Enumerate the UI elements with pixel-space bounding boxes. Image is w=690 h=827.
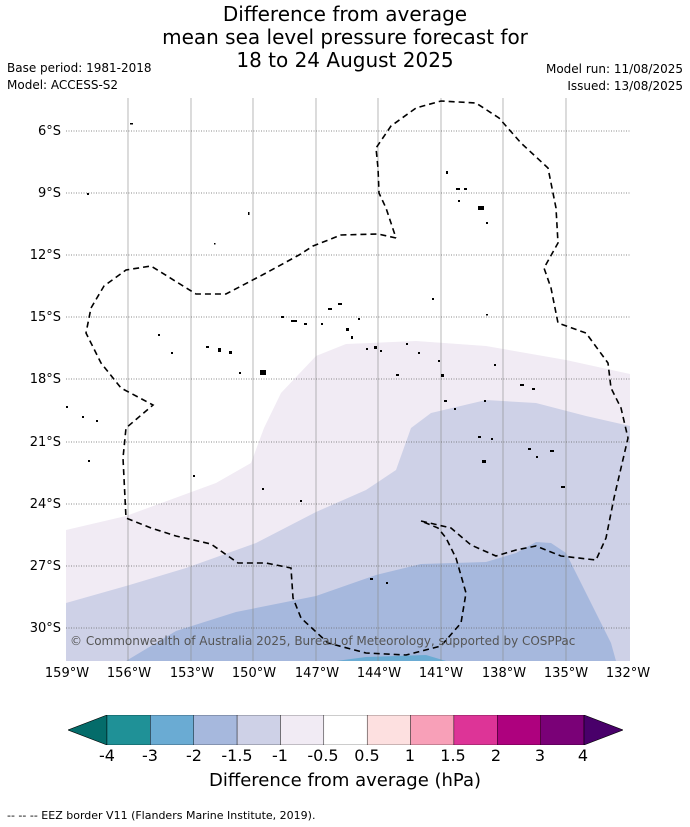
colorbar-cell	[323, 715, 368, 745]
colorbar-tick-label: 1.5	[440, 746, 466, 765]
eez-border-line	[85, 233, 467, 656]
copyright-text: © Commonwealth of Australia 2025, Bureau…	[70, 634, 576, 648]
colorbar	[68, 715, 623, 745]
map-title-line-1: Difference from average	[222, 2, 468, 26]
colorbar-cell	[540, 715, 585, 745]
map-svg	[66, 98, 630, 661]
colorbar-tick-label: -1.5	[221, 746, 253, 765]
colorbar-tick-label: -2	[186, 746, 202, 765]
lat-label: 27°S	[29, 559, 61, 574]
colorbar-tick-label: -0.5	[307, 746, 339, 765]
lon-label: 141°W	[418, 666, 464, 681]
lon-label: 156°W	[106, 666, 152, 681]
colorbar-cell	[193, 715, 238, 745]
colorbar-extend-low	[68, 715, 108, 745]
colorbar-cells	[68, 715, 623, 745]
anomaly-fill-minus-1-5	[126, 542, 616, 661]
colorbar-tick-label: 0.5	[354, 746, 380, 765]
colorbar-tick-label: 4	[577, 746, 589, 765]
grid-lines-lat	[66, 130, 630, 629]
colorbar-tick-label: 1	[404, 746, 416, 765]
lat-label: 15°S	[29, 310, 61, 325]
colorbar-tick-label: -3	[142, 746, 158, 765]
colorbar-tick-label: 3	[534, 746, 546, 765]
eez-border-line-2	[375, 100, 629, 561]
lon-label: 138°W	[481, 666, 527, 681]
lon-label: 147°W	[294, 666, 340, 681]
lon-label: 132°W	[605, 666, 651, 681]
colorbar-cell	[236, 715, 281, 745]
lon-label: 144°W	[356, 666, 402, 681]
map-title-line-2: mean sea level pressure forecast for	[162, 25, 528, 49]
meta-right: Model run: 11/08/2025 Issued: 13/08/2025	[546, 61, 683, 95]
lon-label: 153°W	[169, 666, 215, 681]
colorbar-cell	[366, 715, 411, 745]
lat-label: 6°S	[37, 124, 61, 139]
base-period-text: Base period: 1981-2018	[7, 61, 152, 75]
colorbar-extend-high	[583, 715, 623, 745]
model-run-text: Model run: 11/08/2025	[545, 62, 683, 76]
map-title-line-3: 18 to 24 August 2025	[236, 48, 454, 72]
colorbar-tick-label: 2	[490, 746, 502, 765]
lon-label: 159°W	[44, 666, 90, 681]
colorbar-cell	[280, 715, 325, 745]
islands	[66, 123, 565, 584]
lat-label: 21°S	[29, 435, 61, 450]
colorbar-cell	[497, 715, 541, 745]
anomaly-fill-minus-2	[336, 655, 446, 661]
lat-label: 9°S	[37, 186, 61, 201]
meta-left: Base period: 1981-2018 Model: ACCESS-S2	[7, 60, 152, 94]
lat-label: 30°S	[29, 621, 61, 636]
model-text: Model: ACCESS-S2	[7, 78, 119, 92]
eez-legend-note: -- -- -- EEZ border V11 (Flanders Marine…	[7, 809, 316, 822]
colorbar-cell	[453, 715, 498, 745]
colorbar-cell	[150, 715, 194, 745]
colorbar-cell	[106, 715, 151, 745]
lat-label: 24°S	[29, 497, 61, 512]
colorbar-cell	[410, 715, 455, 745]
grid-lines	[127, 98, 567, 661]
lon-label: 150°W	[231, 666, 277, 681]
issued-text: Issued: 13/08/2025	[567, 79, 683, 93]
colorbar-tick-label: -1	[272, 746, 288, 765]
lat-label: 18°S	[29, 372, 61, 387]
colorbar-title: Difference from average (hPa)	[208, 770, 482, 791]
lat-label: 12°S	[29, 248, 61, 263]
map-panel	[66, 98, 630, 661]
colorbar-tick-label: -4	[99, 746, 115, 765]
lon-label: 135°W	[543, 666, 589, 681]
